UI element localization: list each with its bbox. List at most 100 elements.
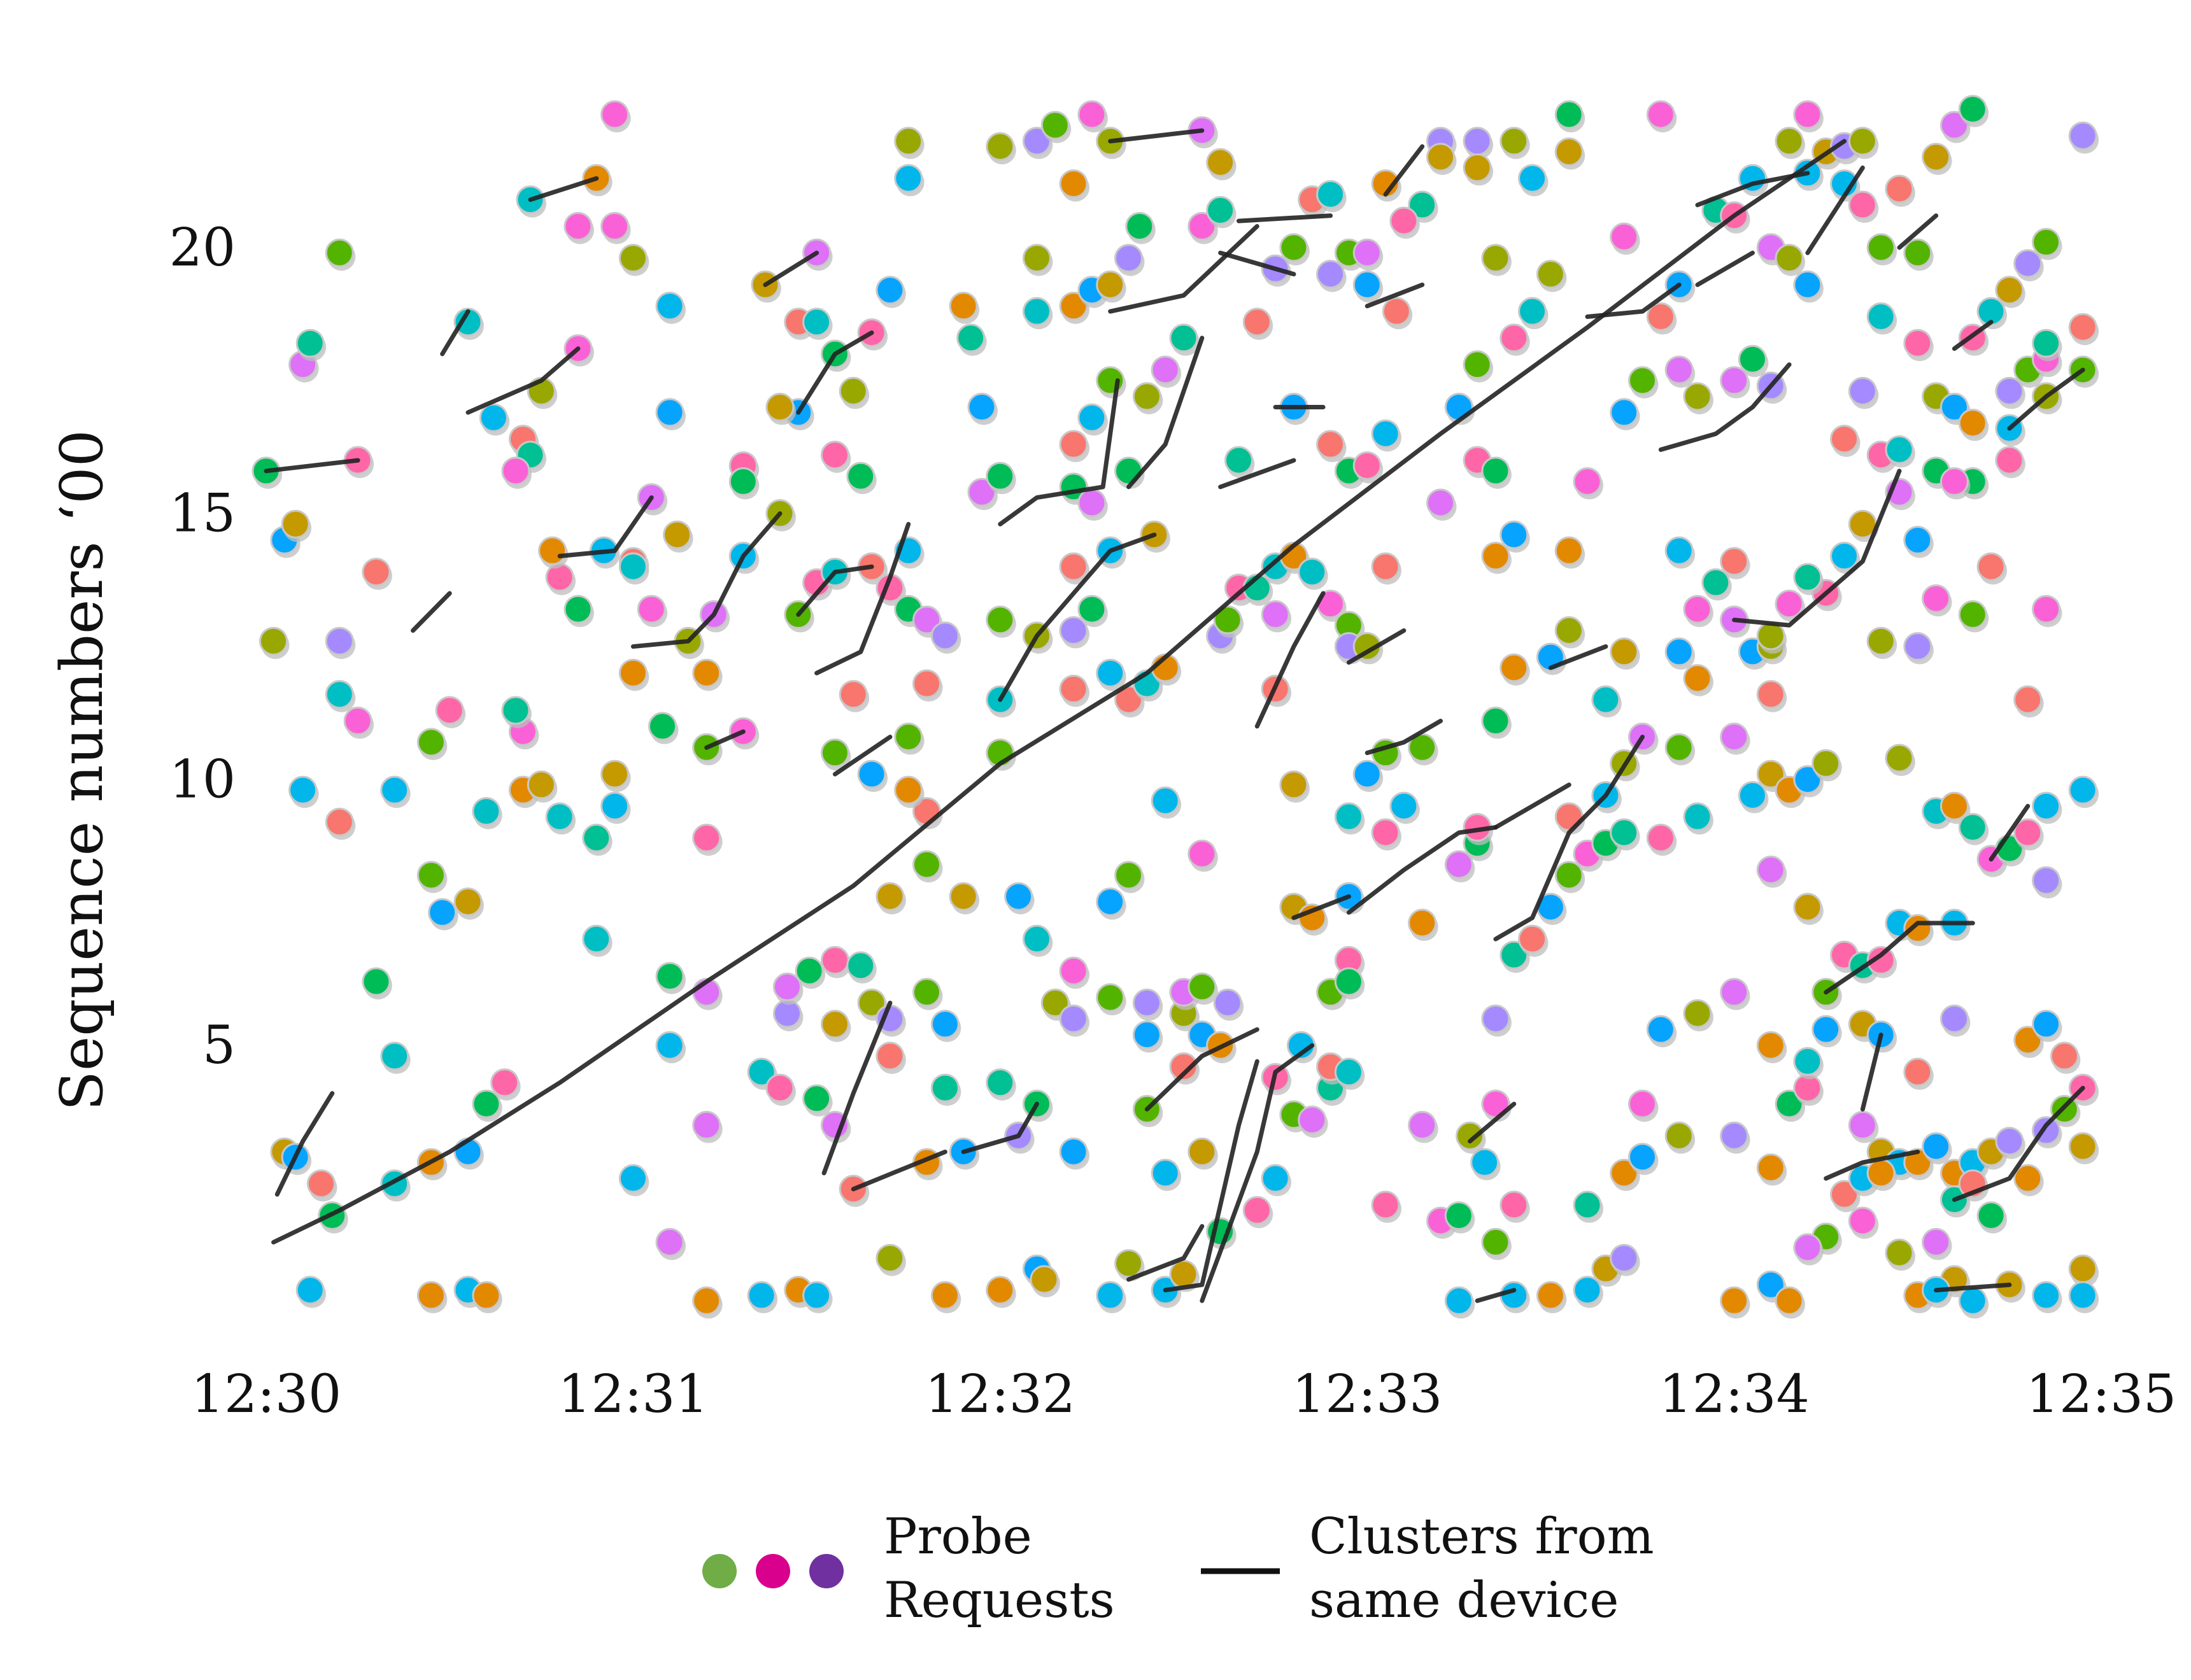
probe-point [2013,249,2044,281]
probe-point [1352,759,1384,793]
probe-point [839,1175,870,1207]
probe-point [618,1164,649,1197]
cluster-line [1548,644,1608,670]
probe-point [306,1169,337,1202]
probe-point [1554,536,1585,569]
probe-point [2050,1041,2081,1074]
probe-point [1885,435,1915,468]
probe-point [1885,174,1915,207]
probe-point [655,962,686,994]
probe-point [416,728,448,760]
x-tick-label: 12:32 [925,1364,1075,1425]
probe-point [1738,344,1769,378]
probe-point [1775,127,1806,159]
cluster-line [1897,213,1939,250]
cluster-line [1126,1224,1205,1282]
probe-point [1793,270,1824,303]
probe-point [1059,956,1090,989]
probe-point [1664,355,1696,388]
probe-point [876,276,906,308]
probe-point [1958,813,1989,845]
probe-point [1646,1015,1677,1048]
probe-point [325,680,356,712]
probe-point [1169,323,1200,356]
probe-point [1793,765,1824,798]
probe-point [1279,770,1310,803]
probe-point [1151,786,1182,819]
probe-point [1316,430,1347,463]
probe-point [728,467,760,500]
probe-point [2032,1281,2062,1313]
y-tick-label: 5 [202,1015,236,1076]
cluster-line [1236,213,1333,223]
probe-point [1848,509,1879,542]
cluster-line [1291,894,1351,921]
probe-point [380,1041,411,1074]
probe-point [1793,1047,1824,1080]
probe-point [1096,270,1126,303]
cluster-line [411,591,452,633]
legend-probe-label-line1: Probe [884,1508,1032,1565]
probe-point [1059,292,1090,324]
probe-point [1426,488,1457,521]
probe-point [1463,127,1494,159]
probe-point [820,441,851,473]
probe-point [1334,967,1365,999]
probe-point [1756,1031,1787,1064]
probe-point [1536,642,1567,675]
probe-point [967,393,998,425]
probe-point [453,887,485,920]
probe-point [1995,276,2025,308]
legend-probe-swatch-2 [756,1554,790,1588]
probe-point [1481,456,1512,489]
cluster-line [1860,1033,1883,1112]
probe-point [1470,1148,1501,1181]
cluster-line [1346,825,1498,915]
probe-point [765,393,796,425]
probe-point [1664,1121,1696,1154]
probe-point [1500,1281,1530,1313]
probe-point [1096,983,1126,1016]
probe-point [1316,180,1347,213]
probe-point [1059,1137,1090,1170]
probe-point [1830,425,1861,457]
probe-point [839,376,870,409]
cluster-line [1934,1282,2012,1293]
probe-point [2013,818,2044,851]
probe-point [1242,574,1273,606]
probe-point [802,1084,833,1117]
probe-point [516,185,547,218]
probe-point [1922,1227,1952,1260]
probe-point [1554,861,1585,893]
probe-point [1683,999,1713,1032]
probe-point [1298,558,1328,590]
probe-point [1408,733,1438,766]
probe-point [692,733,723,766]
probe-point [2013,1026,2044,1058]
probe-point [1132,1020,1163,1053]
probe-point [325,238,356,271]
probe-point [545,563,576,595]
y-axis-label: Sequence numbers ‘00 [48,430,116,1111]
probe-point [1903,632,1934,665]
probe-point [637,595,668,628]
legend-cluster-label-line2: same device [1309,1572,1619,1629]
probe-point [2013,1164,2044,1197]
probe-point [655,292,686,324]
probe-point [1573,1276,1604,1308]
probe-point [1188,1137,1218,1170]
cluster-line [1824,1149,1920,1181]
probe-point [1775,1089,1806,1122]
probe-point [648,712,679,744]
cluster-line [704,729,746,750]
cluster-line [1695,171,1810,208]
probe-point [1756,855,1787,888]
probe-point [1830,1180,1861,1213]
probe-point [1500,653,1530,686]
probe-point [1554,616,1585,649]
probe-point [930,1281,961,1313]
cluster-line [2007,367,2085,431]
probe-point [663,520,693,553]
probe-point [1903,1148,1934,1181]
probe-point [1610,1159,1640,1191]
